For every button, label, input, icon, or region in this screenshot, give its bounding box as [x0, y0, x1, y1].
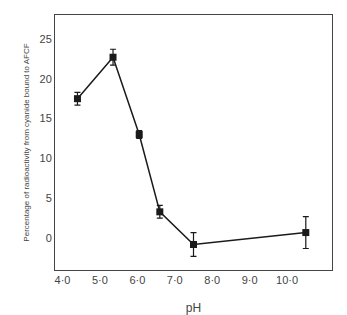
svg-text:9·0: 9·0 — [242, 274, 258, 286]
svg-text:7·0: 7·0 — [167, 274, 183, 286]
svg-text:20: 20 — [40, 73, 52, 85]
svg-text:10·0: 10·0 — [276, 274, 298, 286]
svg-text:6·0: 6·0 — [129, 274, 145, 286]
svg-text:pH: pH — [186, 301, 201, 315]
svg-text:10: 10 — [40, 152, 52, 164]
svg-text:8·0: 8·0 — [204, 274, 220, 286]
svg-text:15: 15 — [40, 112, 52, 124]
svg-text:5·0: 5·0 — [92, 274, 108, 286]
svg-text:0: 0 — [46, 232, 52, 244]
svg-text:5: 5 — [46, 192, 52, 204]
svg-text:Percentage of radioactivity fr: Percentage of radioactivity from cyanide… — [22, 43, 31, 241]
svg-text:25: 25 — [40, 33, 52, 45]
svg-text:4·0: 4·0 — [55, 274, 71, 286]
